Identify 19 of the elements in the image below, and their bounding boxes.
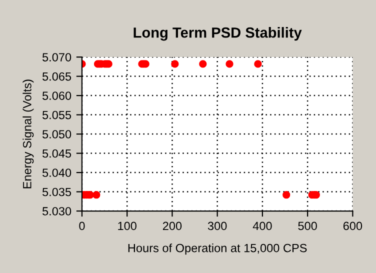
y-tick-label: 5.050 — [42, 130, 72, 138]
y-tick-label: 5.060 — [42, 92, 72, 100]
x-tick-label: 200 — [162, 222, 182, 230]
x-tick-label: 600 — [343, 222, 362, 230]
y-tick-label: 5.070 — [42, 53, 72, 62]
y-tick-label: 5.030 — [42, 207, 72, 216]
x-tick-label: 300 — [208, 222, 227, 230]
y-axis-title: Energy Signal (Volts) — [22, 80, 34, 188]
y-tick-label: 5.045 — [42, 149, 72, 158]
y-tick-label: 5.040 — [42, 168, 72, 177]
x-tick-label: 0 — [79, 222, 85, 230]
x-tick-label: 100 — [118, 222, 136, 230]
x-axis-title: Hours of Operation at 15,000 CPS — [128, 244, 307, 255]
y-tick-label: 5.035 — [42, 188, 72, 196]
y-tick-label: 5.055 — [42, 110, 72, 120]
chart-title: Long Term PSD Stability — [134, 27, 302, 41]
y-tick-label: 5.065 — [42, 72, 72, 81]
x-tick-label: 500 — [298, 222, 317, 230]
x-tick-label: 400 — [252, 222, 272, 230]
